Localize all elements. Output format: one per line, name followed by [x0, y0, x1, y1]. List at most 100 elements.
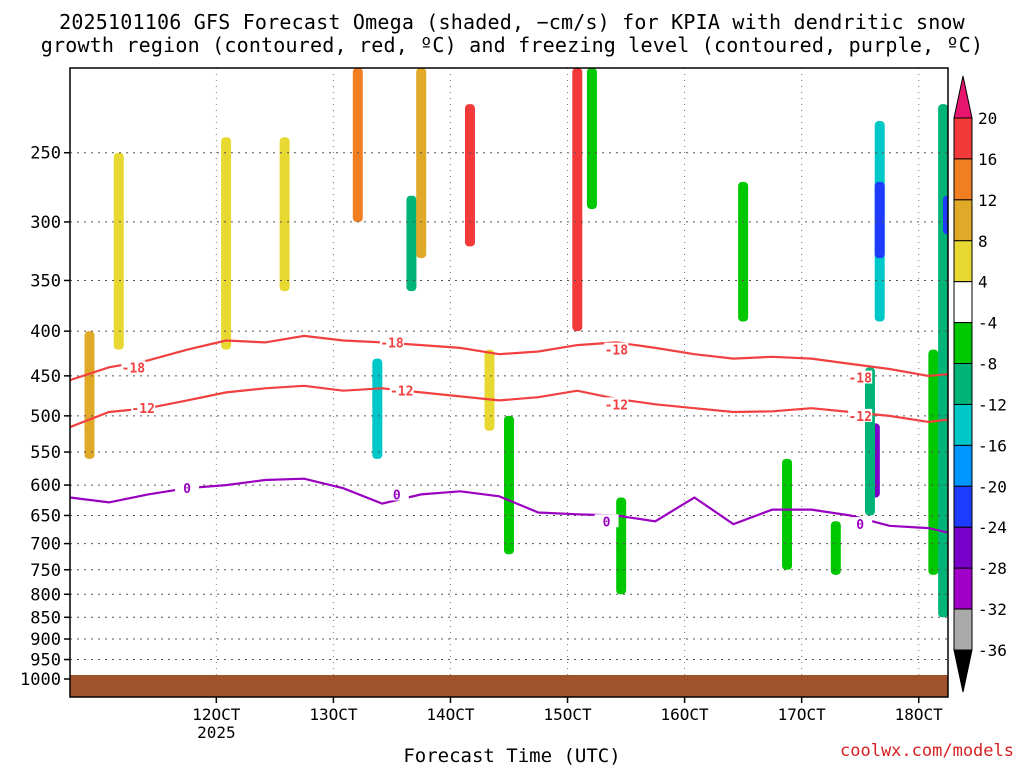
colorbar-bin-9	[953, 485, 973, 528]
contour-line-0	[70, 334, 948, 382]
x-tick-label-15OCT: 15OCT	[543, 705, 592, 724]
x-tick-label-17OCT: 17OCT	[778, 705, 827, 724]
y-tick-label-450: 450	[30, 367, 61, 387]
contour-label-bg-6	[604, 397, 629, 411]
contour-label-bg-11	[848, 517, 873, 531]
contour-label-6: -12	[605, 398, 628, 413]
colorbar-label-8: -16	[978, 436, 1007, 455]
contour-label-7: -12	[848, 410, 871, 425]
colorbar-bin-11	[953, 567, 973, 610]
omega-cell-0	[84, 331, 95, 459]
contour-label-9: 0	[393, 488, 401, 503]
contour-label-bg-10	[594, 514, 619, 528]
y-tick-label-350: 350	[30, 271, 61, 291]
omega-cell-20	[864, 367, 875, 516]
colorbar-bin-0	[953, 117, 973, 160]
colorbar-bin-7	[953, 403, 973, 446]
contour-label-11: 0	[856, 518, 864, 533]
x-axis-title: Forecast Time (UTC)	[403, 745, 621, 767]
contour-label-5: -12	[390, 385, 413, 400]
contour-label-bg-1	[379, 335, 404, 349]
omega-cell-12	[586, 68, 597, 210]
contour-label-3: -18	[848, 372, 872, 387]
colorbar-label-4: 4	[978, 273, 988, 292]
contour-label-2: -18	[605, 344, 629, 359]
contour-label-1: -18	[380, 336, 404, 351]
y-tick-label-650: 650	[30, 506, 61, 526]
x-tick-label-16OCT: 16OCT	[661, 705, 710, 724]
omega-cell-4	[352, 68, 363, 222]
omega-cell-21	[928, 349, 939, 575]
ground-surface	[70, 675, 948, 697]
colorbar-bin-6	[953, 363, 973, 405]
y-tick-label-600: 600	[30, 476, 61, 496]
colorbar-bin-12	[953, 608, 973, 651]
omega-shading	[84, 68, 948, 618]
chart-title-line2: growth region (contoured, red, ºC) and f…	[40, 33, 984, 57]
contour-label-bg-7	[848, 408, 873, 422]
omega-cell-15	[782, 458, 793, 570]
contour-label-10: 0	[603, 515, 611, 530]
colorbar-bin-10	[953, 526, 973, 569]
contour-line-2	[70, 477, 948, 534]
colorbar-bin-3	[953, 240, 973, 283]
colorbar-label-7: -12	[978, 395, 1007, 414]
y-tick-label-250: 250	[30, 144, 61, 164]
colorbar-label-11: -28	[978, 559, 1007, 578]
omega-cell-10	[504, 415, 514, 555]
colorbar-bin-8	[953, 444, 973, 487]
omega-cell-6	[406, 195, 417, 292]
contour-label-bg-0	[121, 360, 146, 374]
contour-label-bg-3	[848, 370, 873, 384]
colorbar-label-5: -4	[978, 314, 997, 333]
colorbar-label-10: -24	[978, 518, 1007, 537]
x-tick-label-13OCT: 13OCT	[309, 705, 358, 724]
omega-cell-3	[279, 137, 290, 292]
omega-cell-2	[221, 137, 232, 350]
colorbar-label-13: -36	[978, 641, 1007, 660]
omega-cell-5	[372, 358, 383, 459]
x-tick-label-14OCT: 14OCT	[426, 705, 475, 724]
colorbar-top-arrow	[953, 75, 973, 119]
colorbar-label-9: -20	[978, 477, 1007, 496]
chart-title-line1: 2025101106 GFS Forecast Omega (shaded, −…	[59, 10, 965, 34]
isotherm-contours: -18 -18 -18 -18 -12 -12 -12 -12 0 0 0 0	[70, 334, 948, 534]
contour-label-8: 0	[183, 482, 191, 497]
colorbar-label-0: 20	[978, 109, 997, 128]
omega-cell-18	[874, 181, 885, 259]
y-tick-label-900: 900	[30, 630, 61, 650]
omega-cell-7	[416, 68, 427, 259]
contour-label-bg-9	[384, 487, 409, 501]
plot-background	[70, 68, 948, 697]
y-tick-label-500: 500	[30, 407, 61, 427]
y-tick-label-800: 800	[30, 585, 61, 605]
contour-label-0: -18	[122, 361, 146, 376]
omega-cell-23	[943, 195, 948, 235]
omega-cell-13	[616, 497, 627, 595]
y-tick-label-750: 750	[30, 561, 61, 581]
omega-cell-1	[113, 152, 124, 350]
credit-link[interactable]: coolwx.com/models	[840, 741, 1014, 761]
y-tick-label-950: 950	[30, 651, 61, 671]
colorbar-bottom-arrow	[953, 649, 973, 693]
x-tick-label-18OCT: 18OCT	[895, 705, 944, 724]
colorbar-label-12: -32	[978, 600, 1007, 619]
y-axis: 2503003504004505005506006507007508008509…	[20, 144, 70, 690]
contour-label-bg-8	[175, 481, 200, 495]
omega-cell-8	[464, 104, 475, 247]
contour-label-bg-5	[389, 383, 414, 397]
omega-cell-22	[938, 104, 948, 618]
colorbar-label-1: 16	[978, 150, 997, 169]
contour-label-bg-4	[131, 401, 156, 415]
colorbar-bin-4	[953, 281, 973, 324]
omega-cell-11	[572, 68, 583, 332]
colorbar: 20 16 12 8 4 -4 -8 -12 -16 -20 -24 -28 -32 -36	[953, 75, 1007, 693]
contour-line-1	[70, 384, 948, 429]
colorbar-bin-2	[953, 199, 973, 242]
y-tick-label-300: 300	[30, 213, 61, 233]
omega-cell-9	[484, 349, 495, 431]
y-tick-label-1000: 1000	[20, 670, 61, 690]
contour-label-bg-2	[604, 342, 629, 356]
